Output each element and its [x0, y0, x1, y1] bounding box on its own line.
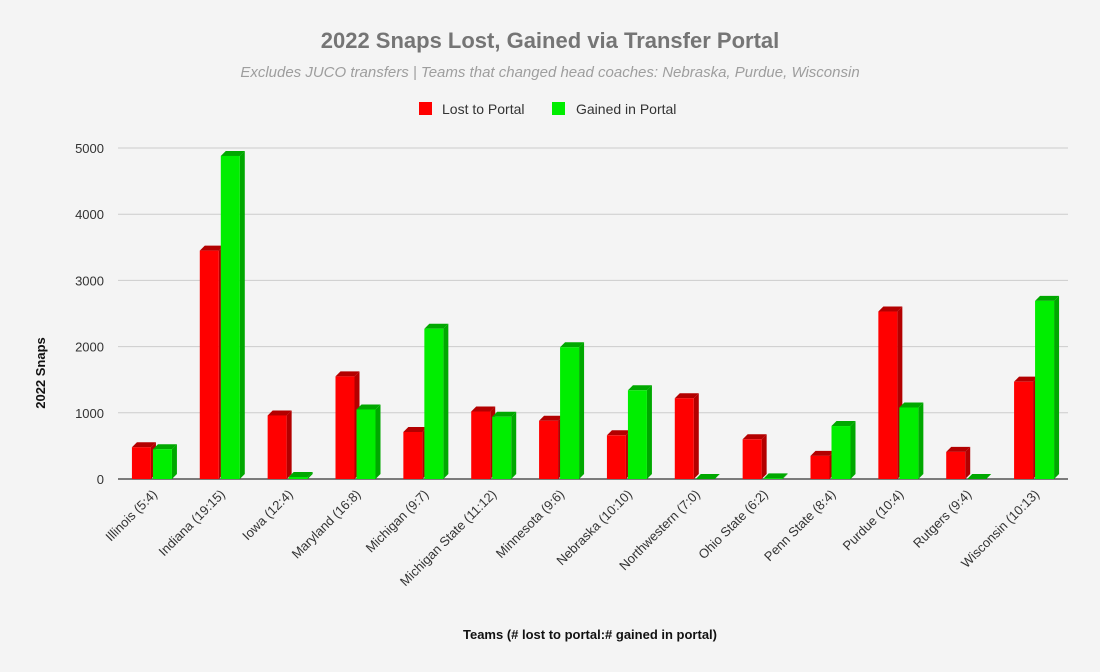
- x-tick-label: Maryland (16:8): [289, 487, 364, 562]
- x-tick-label: Minnesota (9:6): [493, 487, 567, 561]
- bar-lost: [674, 393, 699, 479]
- bar-gained: [152, 444, 177, 479]
- bar-lost: [403, 426, 428, 479]
- legend: Lost to Portal Gained in Portal: [419, 101, 676, 117]
- y-axis-title: 2022 Snaps: [33, 337, 48, 409]
- y-tick-label: 1000: [75, 406, 104, 421]
- y-tick-label: 2000: [75, 340, 104, 355]
- bar-lost: [810, 450, 835, 479]
- chart-subtitle: Excludes JUCO transfers | Teams that cha…: [240, 64, 859, 81]
- y-tick-label: 3000: [75, 273, 104, 288]
- bar-lost: [471, 406, 496, 479]
- bar-lost: [267, 410, 292, 479]
- legend-swatch-gained: [552, 102, 565, 115]
- bar-gained: [288, 472, 313, 479]
- bar-gained: [220, 150, 245, 479]
- x-tick-label: Rutgers (9:4): [910, 487, 974, 551]
- y-axis-ticks: 0 1000 2000 3000 4000 5000: [75, 141, 104, 487]
- bar-gained: [424, 323, 449, 479]
- bar-lost: [742, 434, 767, 479]
- bars: [131, 150, 1060, 479]
- bar-gained: [695, 474, 720, 479]
- x-tick-label: Illinois (5:4): [102, 487, 160, 545]
- x-axis-ticks: Illinois (5:4)Indiana (19:15) Iowa (12:4)…: [102, 487, 1042, 589]
- bar-lost: [878, 306, 903, 479]
- x-tick-label: Indiana (19:15): [155, 487, 227, 559]
- bar-gained: [967, 474, 992, 479]
- bar-lost: [335, 371, 360, 479]
- y-tick-label: 5000: [75, 141, 104, 156]
- y-tick-label: 0: [97, 472, 104, 487]
- y-tick-label: 4000: [75, 207, 104, 222]
- x-tick-label: Michigan (9:7): [363, 487, 432, 556]
- bar-lost: [199, 245, 224, 479]
- x-tick-label: Purdue (10:4): [840, 487, 907, 554]
- bar-gained: [356, 404, 381, 479]
- bar-gained: [1035, 295, 1060, 479]
- x-tick-label: Ohio State (6:2): [695, 487, 771, 563]
- legend-label-gained: Gained in Portal: [576, 101, 676, 117]
- bar-lost: [131, 442, 156, 479]
- gridlines: [118, 147, 1068, 480]
- bar-lost: [1014, 376, 1039, 479]
- legend-label-lost: Lost to Portal: [442, 101, 525, 117]
- bar-lost: [946, 446, 971, 479]
- bar-gained: [899, 402, 924, 479]
- bar-lost: [606, 430, 631, 479]
- bar-gained: [560, 342, 585, 479]
- bar-gained: [763, 473, 788, 479]
- bar-lost: [539, 415, 564, 479]
- legend-swatch-lost: [419, 102, 432, 115]
- x-axis-title: Teams (# lost to portal:# gained in port…: [463, 627, 717, 642]
- x-tick-label: Iowa (12:4): [239, 487, 296, 544]
- bar-gained: [627, 385, 652, 479]
- bar-gained: [831, 421, 856, 479]
- x-tick-label: Penn State (8:4): [761, 487, 839, 565]
- chart-title: 2022 Snaps Lost, Gained via Transfer Por…: [321, 28, 780, 53]
- bar-gained: [492, 411, 517, 479]
